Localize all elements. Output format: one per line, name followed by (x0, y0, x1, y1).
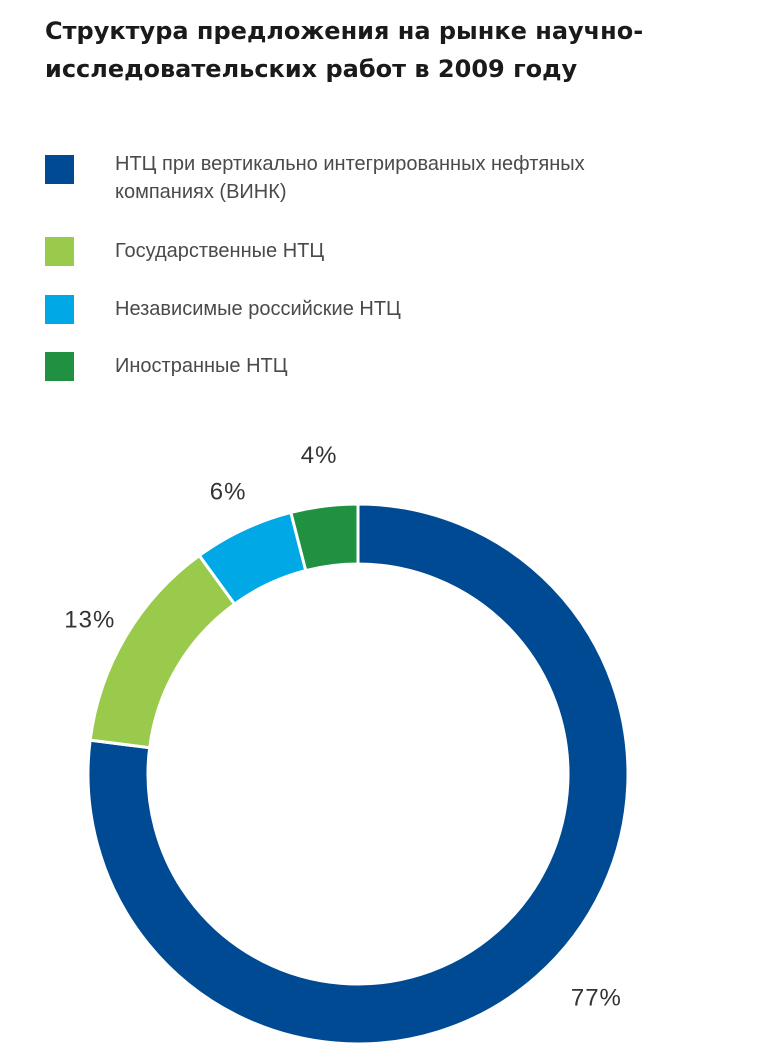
slice-label-independent: 6% (210, 478, 247, 505)
legend-swatch-state (45, 237, 74, 266)
donut-labels: 77% 13% 6% 4% (64, 442, 622, 1012)
legend-label-foreign: Иностранные НТЦ (115, 355, 288, 377)
donut-slices (86, 502, 630, 1046)
slice-label-foreign: 4% (301, 442, 338, 469)
slice-label-vink: 77% (571, 984, 622, 1011)
legend-label-state: Государственные НТЦ (115, 240, 325, 262)
legend-label-vink: НТЦ при вертикально интегрированных нефт… (115, 153, 585, 203)
donut-slice-foreign (289, 502, 360, 573)
donut-slice-vink (86, 502, 630, 1046)
donut-slice-state (88, 553, 237, 750)
legend-swatch-vink (45, 155, 74, 184)
legend-swatch-foreign (45, 352, 74, 381)
slice-label-state: 13% (64, 607, 115, 634)
donut-chart: 77% 13% 6% 4% (64, 442, 630, 1046)
chart-title: Структура предложения на рынке научно-ис… (45, 17, 644, 83)
legend-swatch-independent (45, 295, 74, 324)
legend-label-independent: Независимые российские НТЦ (115, 298, 401, 320)
